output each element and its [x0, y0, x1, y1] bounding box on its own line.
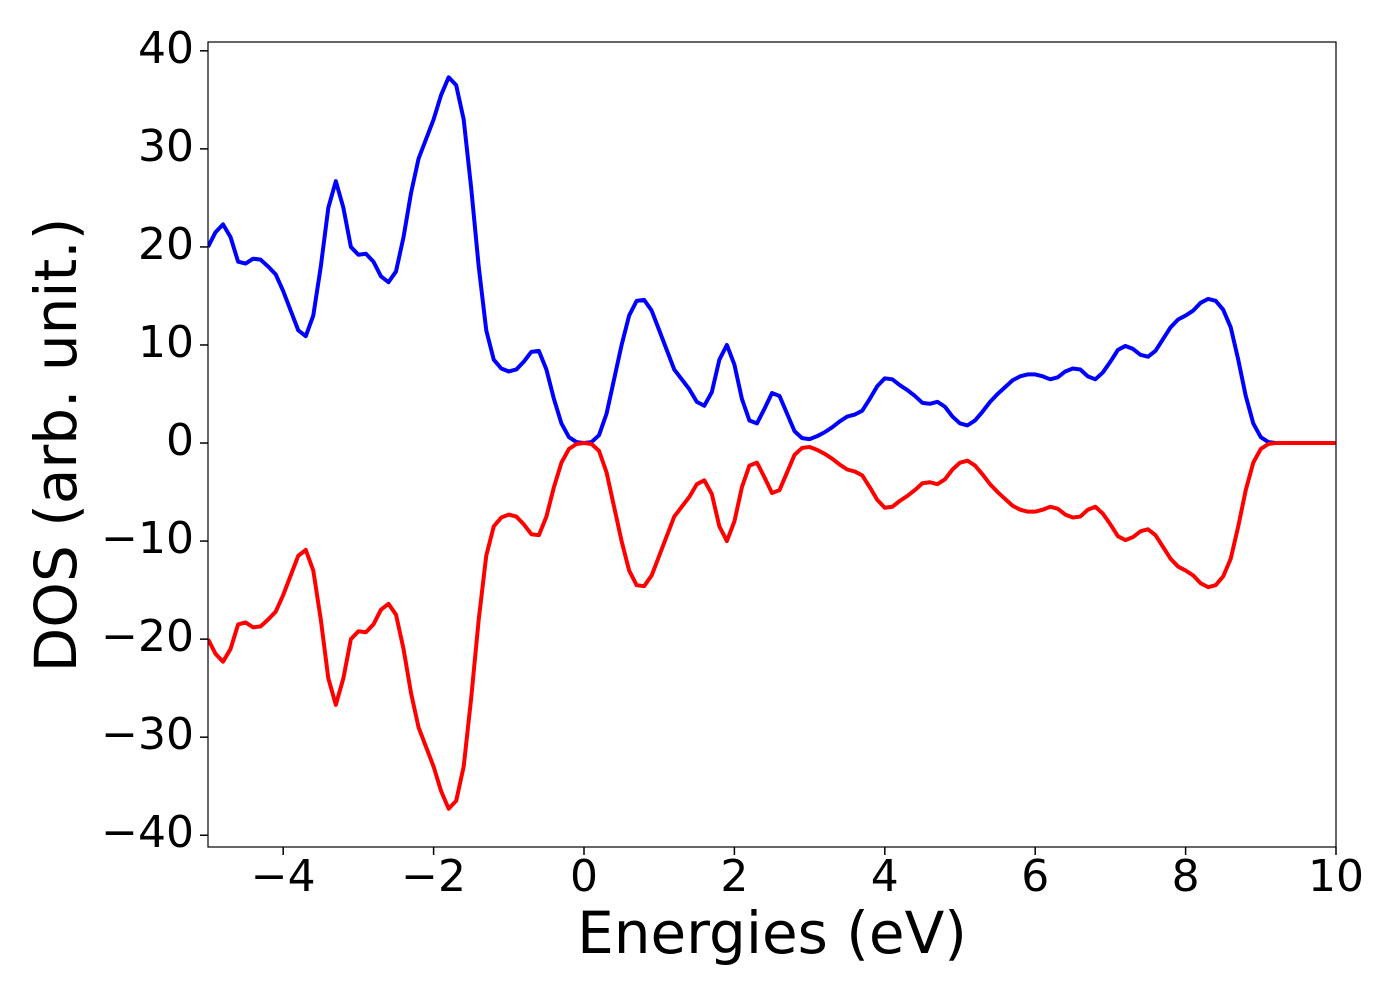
x-tick-label: −4 [251, 851, 316, 902]
x-tick-label: 6 [1021, 851, 1049, 902]
y-tick-label: 30 [138, 121, 194, 172]
x-axis-title: Energies (eV) [577, 899, 967, 967]
series-line [208, 75, 1336, 446]
y-tick-label: −10 [101, 513, 194, 564]
y-tick-label: −40 [101, 807, 194, 858]
plot-frame [207, 41, 1337, 848]
y-axis-title: DOS (arb. unit.) [22, 218, 90, 673]
x-tick-label: 10 [1308, 851, 1364, 902]
y-tick-label: 40 [138, 23, 194, 74]
y-tick-label: 10 [138, 317, 194, 368]
x-tick-label: 4 [871, 851, 899, 902]
y-tick-label: 20 [138, 219, 194, 270]
x-tick-label: 2 [720, 851, 748, 902]
y-tick-label: 0 [166, 415, 194, 466]
y-tick-label: −30 [101, 709, 194, 760]
y-tick-label: −20 [101, 611, 194, 662]
x-tick-label: 8 [1172, 851, 1200, 902]
series-line [208, 441, 1336, 811]
x-tick-label: −2 [401, 851, 466, 902]
x-tick-label: 0 [570, 851, 598, 902]
